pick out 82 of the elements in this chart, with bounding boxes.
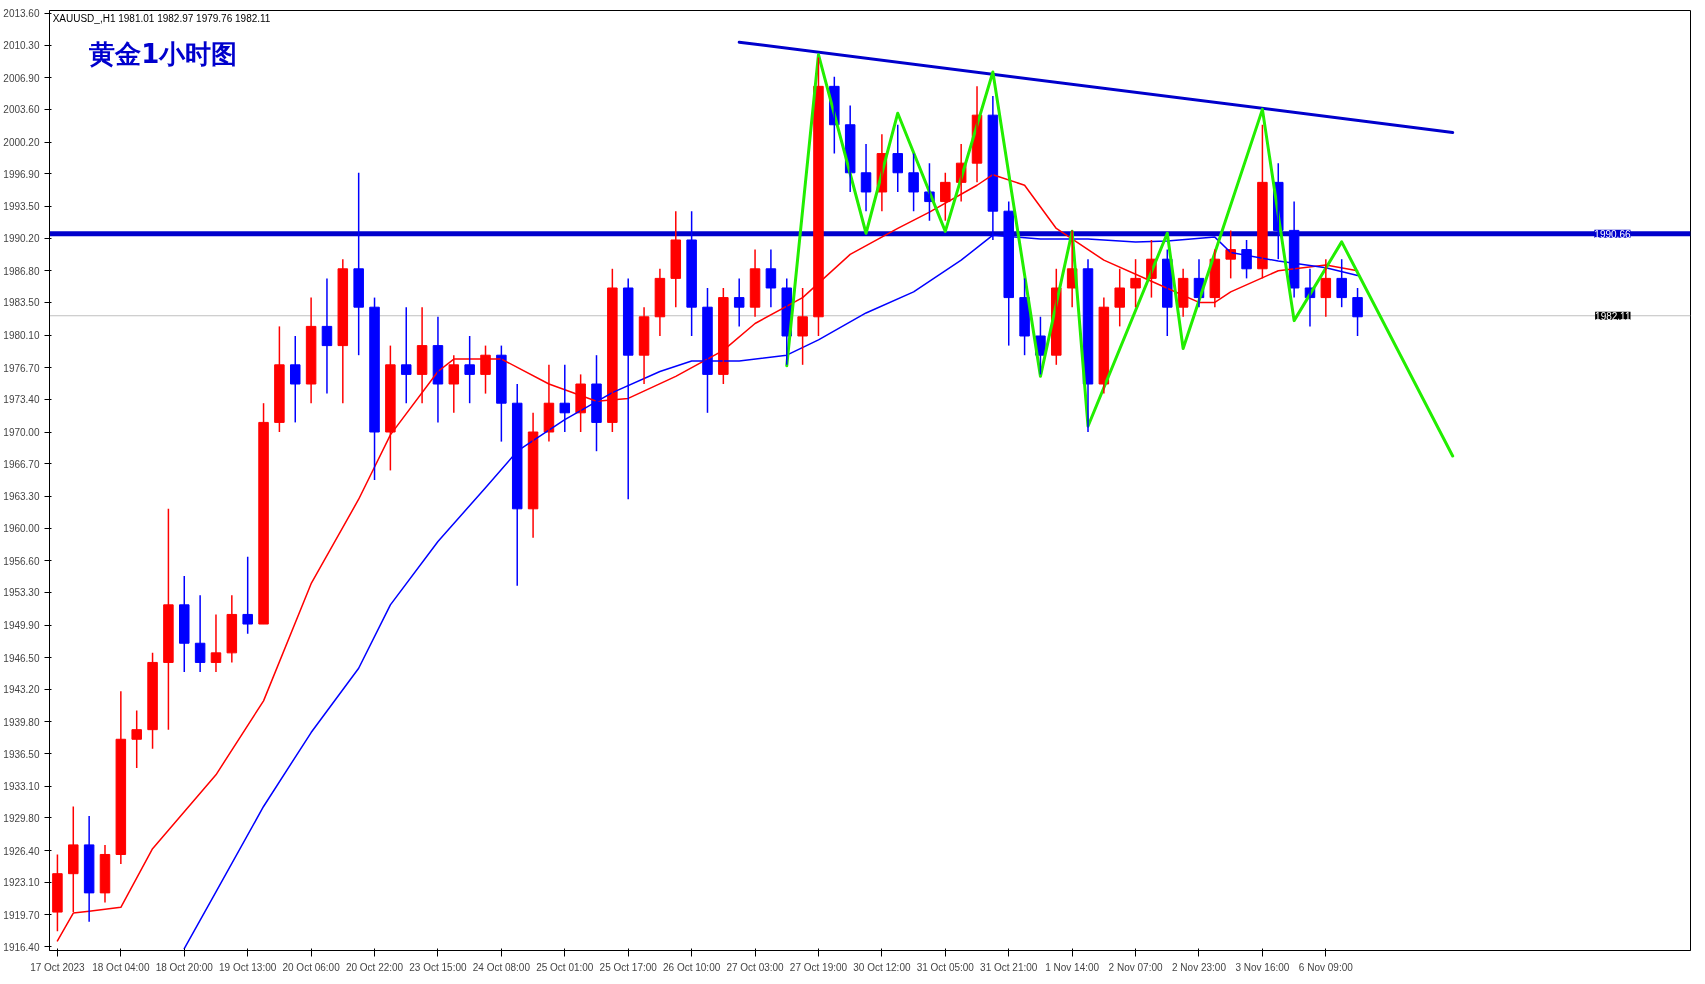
candlestick bbox=[369, 296, 380, 481]
y-tick-label: 1993.50 bbox=[3, 201, 40, 213]
x-tick-label: 27 Oct 19:00 bbox=[789, 961, 848, 973]
y-tick-label: 1960.00 bbox=[3, 523, 40, 535]
y-tick-label: 1949.90 bbox=[3, 620, 40, 631]
candlestick bbox=[718, 287, 729, 385]
y-tick-label: 1933.10 bbox=[3, 781, 40, 793]
y-tick-label: 1976.70 bbox=[3, 362, 40, 374]
candlestick bbox=[179, 575, 190, 673]
candlestick bbox=[702, 287, 713, 414]
x-tick-label: 2 Nov 07:00 bbox=[1108, 961, 1163, 973]
y-tick-label: 1936.50 bbox=[3, 748, 40, 760]
x-tick-label: 17 Oct 2023 bbox=[30, 961, 86, 973]
candlestick bbox=[258, 402, 269, 625]
x-tick-label: 19 Oct 13:00 bbox=[219, 961, 277, 973]
candlestick bbox=[1336, 258, 1347, 308]
y-tick-label: 1996.90 bbox=[3, 168, 40, 180]
x-tick-label: 25 Oct 17:00 bbox=[599, 961, 658, 973]
candlestick bbox=[52, 853, 63, 933]
y-tick-label: 1919.70 bbox=[3, 909, 40, 921]
candlestick bbox=[274, 325, 285, 433]
candlestick bbox=[607, 268, 618, 433]
candlestick bbox=[147, 652, 158, 750]
x-tick-label: 3 Nov 16:00 bbox=[1235, 961, 1290, 973]
x-tick-label: 27 Oct 03:00 bbox=[726, 961, 785, 973]
y-tick-label: 1986.80 bbox=[3, 265, 40, 277]
text: 黄金1小时图 bbox=[88, 38, 238, 69]
y-tick-label: 2003.60 bbox=[3, 104, 40, 116]
y-tick-label: 1916.40 bbox=[3, 941, 40, 953]
annotation: XAUUSD_,H1 1981.01 1982.97 1979.76 1982.11 bbox=[52, 12, 271, 24]
ref-line-label: 1990.66 bbox=[1594, 228, 1631, 240]
candlestick bbox=[797, 287, 808, 366]
ref-line-label: 1982.11 bbox=[1595, 310, 1631, 322]
y-tick-label: 2013.60 bbox=[3, 8, 40, 20]
candlestick bbox=[131, 709, 142, 769]
y-tick-label: 1980.10 bbox=[3, 330, 40, 342]
y-tick-label: 1956.60 bbox=[3, 555, 40, 567]
candlestick bbox=[353, 172, 364, 356]
y-tick-label: 1973.40 bbox=[3, 394, 40, 406]
candlestick bbox=[385, 344, 396, 472]
y-tick-label: 2000.20 bbox=[3, 137, 40, 149]
x-tick-label: 31 Oct 21:00 bbox=[980, 961, 1038, 973]
candlestick bbox=[908, 152, 919, 212]
line-series bbox=[785, 53, 1455, 458]
y-tick-label: 1953.30 bbox=[3, 587, 40, 599]
x-tick-label: 30 Oct 12:00 bbox=[853, 961, 911, 973]
y-tick-label: 1963.30 bbox=[3, 491, 40, 503]
candlestick bbox=[1352, 287, 1363, 337]
y-tick-label: 1926.40 bbox=[3, 845, 40, 857]
y-tick-label: 2006.90 bbox=[3, 72, 40, 84]
x-tick-label: 31 Oct 05:00 bbox=[916, 961, 975, 973]
y-tick-label: 1929.80 bbox=[3, 813, 40, 824]
x-tick-label: 25 Oct 01:00 bbox=[536, 961, 594, 973]
candlestick bbox=[290, 335, 301, 424]
y-tick-label: 2010.30 bbox=[3, 40, 40, 52]
y-tick-label: 1939.80 bbox=[3, 716, 40, 728]
x-tick-label: 2 Nov 23:00 bbox=[1172, 961, 1227, 973]
y-tick-label: 1923.10 bbox=[3, 877, 40, 889]
x-tick-label: 24 Oct 08:00 bbox=[472, 961, 531, 973]
candlestick bbox=[1130, 258, 1141, 308]
candlestick bbox=[496, 344, 507, 443]
x-tick-label: 20 Oct 22:00 bbox=[345, 961, 404, 973]
x-tick-label: 6 Nov 09:00 bbox=[1298, 961, 1354, 973]
y-tick-label: 1966.70 bbox=[3, 458, 40, 470]
candlestick bbox=[892, 124, 903, 193]
x-tick-label: 20 Oct 06:00 bbox=[282, 961, 341, 973]
y-tick-label: 1970.00 bbox=[3, 427, 40, 439]
x-tick-label: 23 Oct 15:00 bbox=[409, 961, 468, 973]
candlestick bbox=[68, 805, 79, 913]
x-tick-label: 26 Oct 10:00 bbox=[663, 961, 721, 973]
x-tick-label: 18 Oct 04:00 bbox=[92, 961, 150, 973]
candlestick bbox=[163, 508, 174, 731]
candlestick bbox=[1114, 268, 1125, 328]
candlestick bbox=[464, 335, 475, 404]
x-tick-label: 1 Nov 14:00 bbox=[1045, 961, 1100, 973]
y-tick-label: 1990.20 bbox=[3, 233, 40, 245]
candlestick bbox=[686, 210, 697, 337]
candlestick bbox=[242, 556, 253, 635]
y-tick-label: 1946.50 bbox=[3, 652, 40, 664]
y-tick-label: 1943.20 bbox=[3, 684, 40, 696]
x-tick-label: 18 Oct 20:00 bbox=[155, 961, 214, 973]
y-tick-label: 1983.50 bbox=[3, 297, 40, 309]
